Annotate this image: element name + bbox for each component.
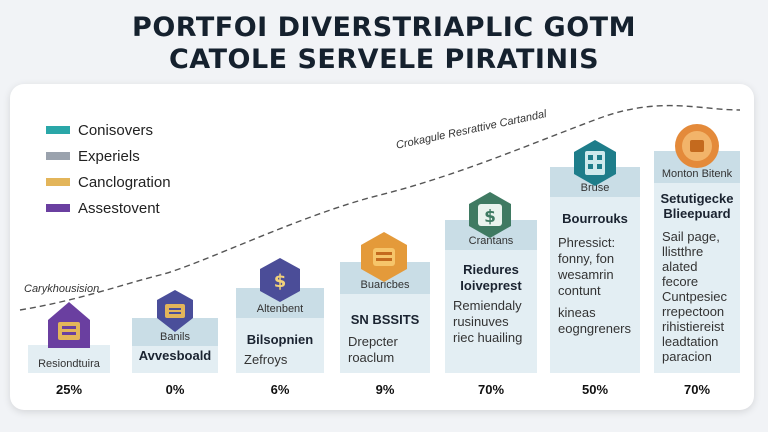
bar-body [654, 183, 740, 373]
bar-head: Altenbent [236, 288, 324, 318]
value-label: 50% [581, 382, 609, 397]
value-label: 70% [683, 382, 711, 397]
legend-label: Conisovers [78, 121, 154, 139]
bar-desc-line: kineas [558, 305, 596, 320]
legend-label: Experiels [78, 147, 140, 165]
legend-label: Canclogration [78, 173, 171, 191]
page-subtitle: CATOLE SERVELE PIRATINIS [168, 44, 600, 75]
bar-label-line: Blieepuard [663, 206, 731, 221]
bar-col-3: Buaricbes SN BSSITS Drepcter roaclum [340, 262, 430, 373]
bar-desc-line: fonny, fon [558, 251, 615, 266]
bar-label-line: Setutigecke [660, 191, 734, 206]
svg-text:$: $ [274, 271, 287, 292]
bar-desc-line: rihistiereist [662, 319, 725, 334]
bar-desc-line: Phressict: [558, 235, 616, 250]
bar-col-5: Bruse Bourrouks Phressict: fonny, fon we… [550, 167, 640, 373]
bar-label: Bilsopnien [246, 332, 314, 347]
bar-desc-line: rrepectoon [662, 304, 725, 319]
bar-label: Setutigecke Blieepuard [654, 191, 740, 221]
shield-icon [157, 290, 193, 332]
bar-col-0: Resiondtuira [28, 345, 110, 373]
page-title: PORTFOI DIVERSTRIAPLIC GOTM [132, 12, 636, 43]
value-label: 9% [375, 382, 395, 397]
bar-body [132, 346, 218, 373]
building-hex-icon [574, 140, 616, 186]
legend-label: Assestovent [78, 199, 160, 217]
bar-desc-line: leadtation [662, 334, 719, 349]
bar-desc: Remiendaly rusinuves riec huailing [453, 298, 522, 346]
bar-desc-line: paracion [662, 349, 712, 364]
legend: Conisovers Experiels Canclogration Asses… [46, 117, 171, 221]
legend-swatch [46, 178, 70, 186]
bar-desc-line: wesamrin [558, 267, 614, 282]
bar-body [236, 318, 324, 373]
value-label: 25% [55, 382, 83, 397]
stack-hex-icon [361, 232, 407, 282]
bar-body [340, 294, 430, 373]
dollar-hex-icon: $ [260, 258, 300, 302]
coin-icon [675, 124, 719, 168]
bar-desc: Sail page, llistthre alated fecore Cuntp… [662, 229, 727, 364]
bar-desc-line: alated [662, 259, 698, 274]
bar-label: SN BSSITS [350, 312, 420, 327]
bar-col-4: Crantans Riedures Ioiveprest Remiendaly … [445, 220, 537, 373]
legend-item: Canclogration [46, 169, 171, 195]
legend-swatch [46, 204, 70, 212]
legend-swatch [46, 152, 70, 160]
legend-item: Experiels [46, 143, 171, 169]
bar-desc-line: llistthre [662, 244, 704, 259]
bar-desc-line: riec huailing [453, 330, 523, 345]
bar-desc: Phressict: fonny, fon wesamrin contunt k… [558, 235, 631, 337]
svg-text:$: $ [484, 207, 496, 227]
bar-desc: Zefroys [244, 352, 288, 367]
legend-item: Assestovent [46, 195, 171, 221]
bar-desc-line: fecore [662, 274, 699, 289]
bar-desc-line: roaclum [348, 350, 395, 365]
bar-col-2: Altenbent Bilsopnien Zefroys [236, 288, 324, 373]
bar-desc-line: Remiendaly [453, 298, 522, 313]
value-label: 0% [165, 382, 185, 397]
legend-swatch [46, 126, 70, 134]
bar-desc-line: Drepcter [348, 334, 398, 349]
bar-desc-line: rusinuves [453, 314, 509, 329]
legend-item: Conisovers [46, 117, 171, 143]
bar-desc-line: contunt [558, 283, 601, 298]
bar-head: Resiondtuira [28, 345, 110, 373]
value-label: 6% [270, 382, 290, 397]
bar-desc-line: Sail page, [662, 229, 720, 244]
bar-desc-line: eogngreners [558, 321, 631, 336]
bar-col-6: Monton Bitenk Setutigecke Blieepuard Sai… [654, 151, 740, 373]
bar-desc: Drepcter roaclum [348, 334, 398, 366]
bar-label: Riedures Ioiveprest [445, 262, 537, 294]
dollar-hex-icon: $ [469, 192, 511, 238]
value-label: 70% [477, 382, 505, 397]
bar-label-line: Ioiveprest [460, 278, 522, 293]
bar-label: Bourrouks [562, 211, 628, 226]
house-icon [48, 302, 90, 348]
bar-desc-line: Cuntpesiec [662, 289, 728, 304]
bar-label: Avvesboald [138, 348, 212, 363]
bar-label-line: Riedures [463, 262, 519, 277]
trend-label-start: Carykhousision [24, 283, 100, 295]
bar-body [550, 197, 640, 373]
bar-body [445, 250, 537, 373]
